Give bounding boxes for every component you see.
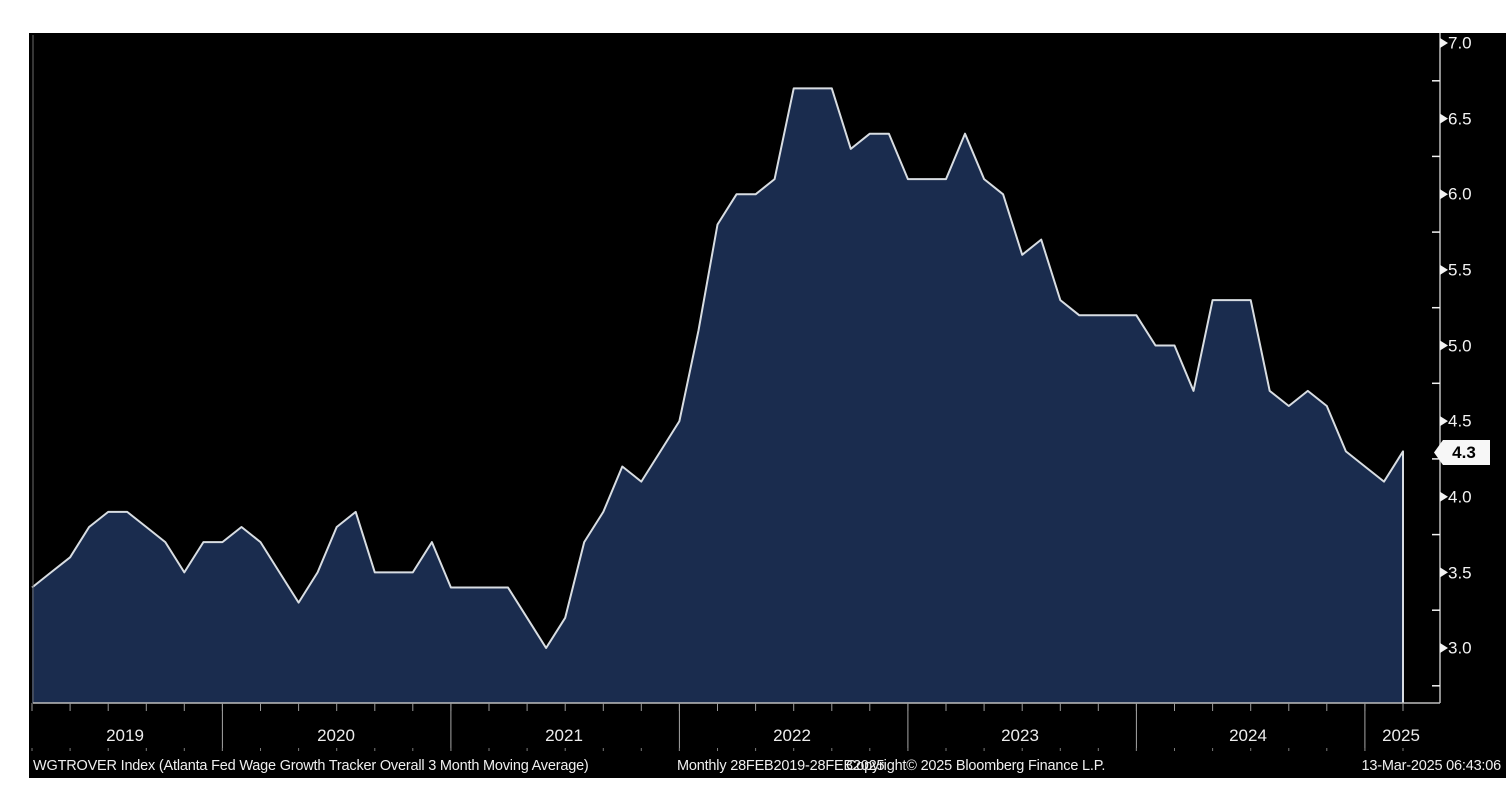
y-axis-label: 5.5 xyxy=(1448,260,1472,280)
footer-frequency-range: Monthly 28FEB2019-28FEB2025 xyxy=(677,758,885,774)
x-axis-year-label: 2019 xyxy=(106,726,144,745)
y-axis-label: 3.5 xyxy=(1448,563,1472,583)
x-axis-year-label: 2024 xyxy=(1229,726,1267,745)
y-axis-label: 7.0 xyxy=(1448,33,1472,53)
y-axis-label: 6.5 xyxy=(1448,109,1472,129)
y-axis-label: 3.0 xyxy=(1448,638,1472,658)
x-axis-year-label: 2022 xyxy=(773,726,811,745)
last-price-tag: 4.3 xyxy=(1434,440,1490,465)
footer-copyright: Copyright© 2025 Bloomberg Finance L.P. xyxy=(846,758,1106,774)
x-axis-year-label: 2021 xyxy=(545,726,583,745)
footer-ticker-title: WGTROVER Index (Atlanta Fed Wage Growth … xyxy=(33,758,589,774)
x-axis-year-label: 2025 xyxy=(1382,726,1420,745)
x-axis-year-label: 2020 xyxy=(317,726,355,745)
footer-timestamp: 13-Mar-2025 06:43:06 xyxy=(1361,758,1502,774)
x-axis-year-label: 2023 xyxy=(1001,726,1039,745)
y-axis-label: 4.5 xyxy=(1448,411,1472,431)
y-axis-label: 6.0 xyxy=(1448,184,1472,204)
y-axis-label: 4.0 xyxy=(1448,487,1472,507)
y-axis-label: 5.0 xyxy=(1448,336,1472,356)
